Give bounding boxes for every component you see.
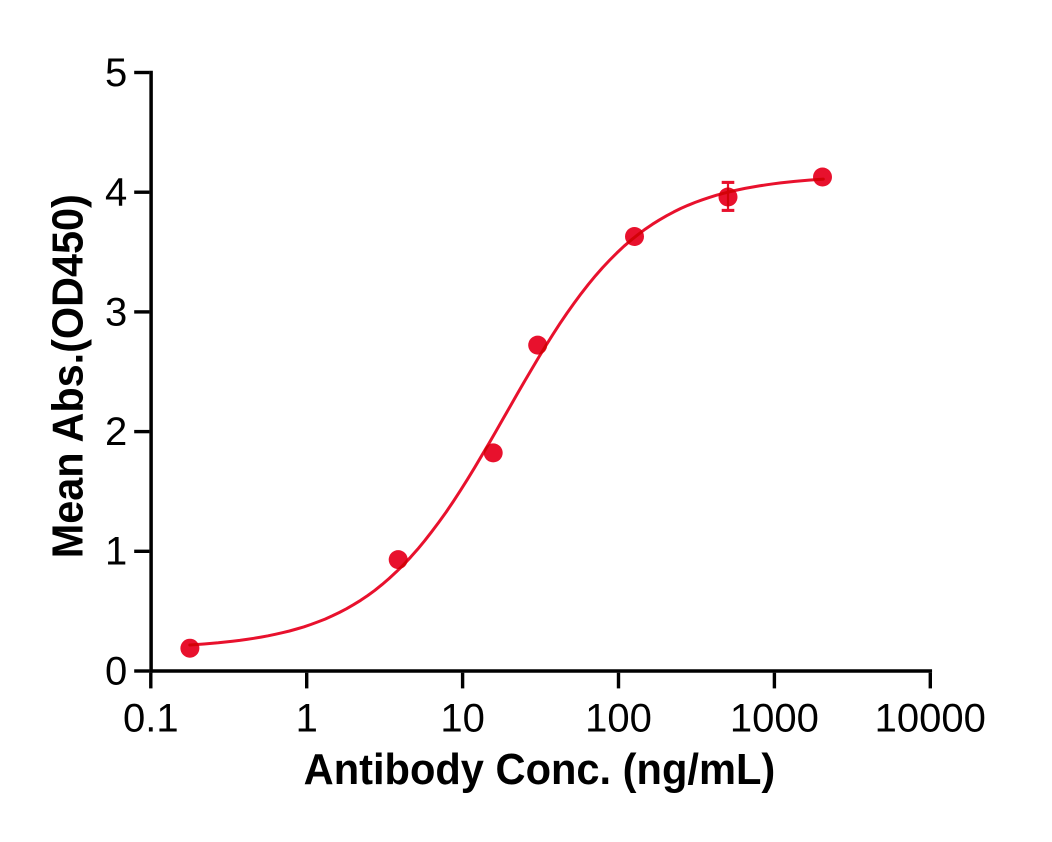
- svg-text:100: 100: [585, 697, 652, 741]
- svg-text:Mean Abs.(OD450): Mean Abs.(OD450): [43, 194, 92, 558]
- svg-text:1: 1: [296, 697, 318, 741]
- svg-text:10: 10: [440, 697, 485, 741]
- svg-text:2: 2: [105, 410, 127, 454]
- svg-text:1: 1: [105, 530, 127, 574]
- svg-text:5: 5: [105, 51, 127, 95]
- svg-text:0: 0: [105, 649, 127, 693]
- svg-text:4: 4: [105, 171, 127, 215]
- svg-text:Antibody Conc. (ng/mL): Antibody Conc. (ng/mL): [304, 745, 776, 794]
- svg-text:0.1: 0.1: [123, 697, 179, 741]
- svg-text:10000: 10000: [875, 697, 986, 741]
- svg-text:3: 3: [105, 290, 127, 334]
- svg-text:1000: 1000: [730, 697, 819, 741]
